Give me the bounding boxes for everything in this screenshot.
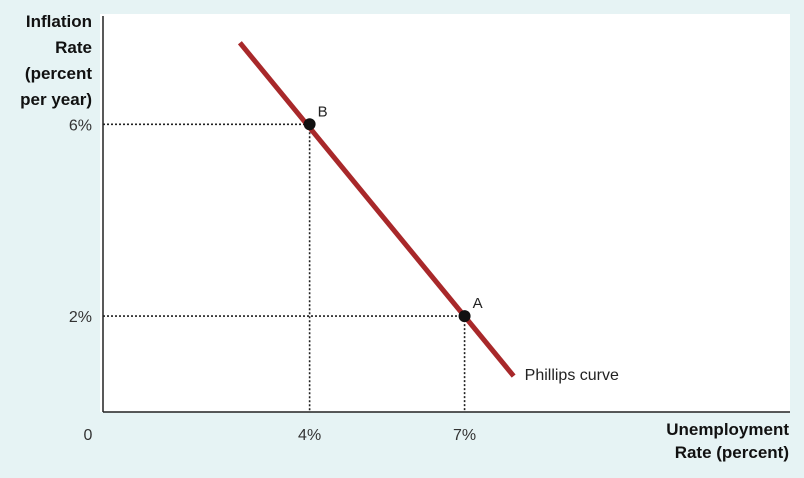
x-tick-label: 7% [453,427,476,444]
plot-area [100,14,790,412]
point-label-b: B [318,103,328,120]
x-axis-label-line-2: Rate (percent) [674,443,789,462]
x-tick-label: 4% [298,427,321,444]
y-axis-label-line-2: Rate [55,38,92,57]
point-a [458,310,471,323]
y-tick-label: 2% [69,309,92,326]
y-axis-label-line-1: Inflation [25,12,92,31]
y-tick-label: 6% [69,117,92,134]
point-label-a: A [473,295,483,312]
point-b [303,118,316,131]
phillips-curve-line [237,41,516,378]
y-axis-label-line-4: per year) [20,90,92,109]
phillips-curve-label: Phillips curve [525,367,619,384]
y-axis-label-line-3: (percent [24,64,92,83]
x-axis-label-line-1: Unemployment [666,420,789,439]
origin-label: 0 [84,427,93,444]
